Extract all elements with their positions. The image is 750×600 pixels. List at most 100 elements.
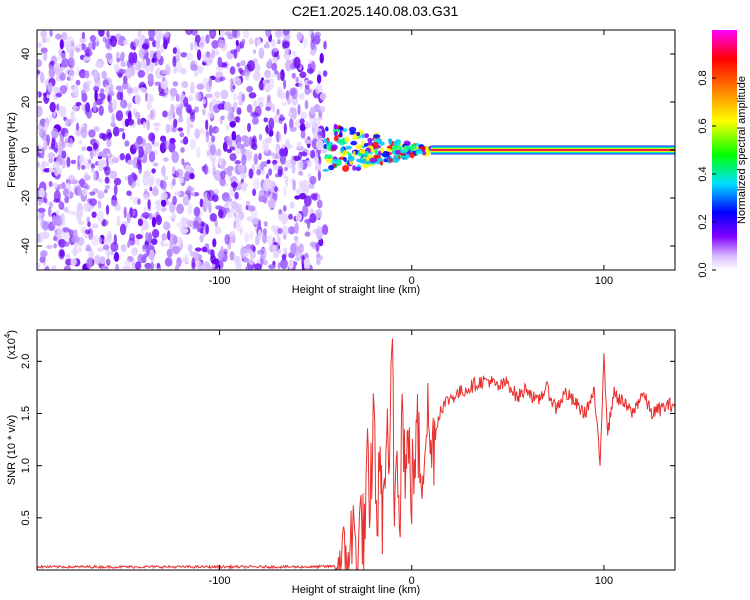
spectral-noise-blob: [272, 244, 279, 253]
spectral-noise-blob: [155, 67, 163, 79]
spectral-noise-blob: [137, 198, 141, 205]
spectral-noise-blob: [298, 192, 307, 200]
spectral-noise-blob: [146, 93, 153, 104]
spectral-noise-blob: [247, 205, 256, 212]
spectral-noise-blob: [233, 101, 238, 110]
spectral-noise-blob: [75, 43, 83, 53]
spectral-noise-blob: [233, 77, 240, 82]
spectral-transition-blob: [416, 150, 424, 155]
spectral-noise-blob: [97, 178, 103, 183]
spectral-noise-blob: [112, 157, 119, 164]
spectral-noise-blob: [315, 242, 320, 253]
spectral-noise-blob: [188, 109, 196, 115]
spectral-noise-blob: [94, 89, 98, 102]
spectral-noise-blob: [104, 176, 110, 184]
spectrogram-y-tick-label: 0: [20, 147, 32, 153]
spectral-noise-blob: [68, 174, 76, 183]
spectral-noise-blob: [141, 43, 149, 50]
spectral-noise-blob: [97, 190, 105, 200]
spectral-noise-blob: [71, 235, 80, 243]
spectral-noise-blob: [104, 84, 109, 95]
spectral-noise-blob: [271, 103, 276, 113]
spectral-noise-blob: [277, 262, 281, 269]
spectral-noise-blob: [188, 95, 193, 102]
colorbar-tick-label: 0.6: [697, 118, 709, 133]
spectral-noise-blob: [48, 157, 54, 164]
spectral-noise-blob: [205, 93, 213, 99]
spectral-noise-blob: [115, 263, 120, 270]
spectral-transition-blob: [364, 133, 369, 139]
spectral-noise-blob: [148, 36, 155, 41]
spectral-noise-blob: [300, 111, 308, 120]
spectral-noise-blob: [256, 37, 262, 46]
spectral-noise-blob: [172, 81, 179, 87]
spectral-noise-blob: [189, 172, 195, 180]
spectral-noise-blob: [273, 252, 279, 259]
spectral-noise-blob: [249, 230, 254, 240]
spectral-noise-blob: [160, 44, 165, 54]
spectral-noise-blob: [287, 96, 291, 105]
spectral-noise-blob: [217, 209, 224, 219]
spectrogram-x-tick-label: 0: [409, 275, 415, 287]
spectral-noise-blob: [276, 235, 281, 247]
spectral-noise-blob: [89, 198, 97, 206]
spectral-noise-blob: [250, 111, 258, 118]
spectral-noise-blob: [220, 89, 229, 100]
spectral-noise-blob: [83, 56, 91, 61]
spectral-noise-blob: [179, 132, 185, 138]
spectral-noise-blob: [64, 132, 69, 142]
spectral-noise-blob: [102, 218, 106, 227]
spectral-noise-blob: [176, 49, 182, 58]
spectral-noise-blob: [93, 142, 99, 150]
spectral-line-band-5: [430, 149, 675, 151]
spectral-noise-blob: [91, 211, 97, 218]
spectral-transition-blob: [388, 138, 393, 143]
snr-y-tick-label: 2.0: [20, 354, 32, 369]
spectral-noise-blob: [243, 30, 250, 39]
snr-y-tick-label: 1.5: [20, 406, 32, 421]
spectral-noise-blob: [211, 49, 216, 59]
spectral-noise-blob: [193, 70, 199, 77]
spectral-noise-blob: [104, 189, 108, 194]
spectral-noise-blob: [99, 88, 105, 95]
spectral-noise-blob: [75, 79, 81, 86]
spectral-noise-blob: [102, 244, 110, 251]
spectral-noise-blob: [79, 178, 85, 188]
spectral-noise-blob: [220, 115, 225, 121]
spectral-noise-blob: [258, 47, 265, 60]
spectral-noise-blob: [215, 149, 222, 157]
spectral-noise-blob: [61, 150, 67, 159]
spectral-noise-blob: [252, 188, 257, 197]
spectral-noise-blob: [38, 187, 45, 199]
spectral-noise-blob: [214, 219, 218, 228]
spectral-noise-blob: [283, 205, 287, 212]
spectral-noise-blob: [70, 111, 75, 119]
spectral-noise-blob: [229, 146, 236, 151]
spectral-noise-blob: [257, 96, 265, 103]
spectral-noise-blob: [60, 213, 65, 224]
spectral-noise-blob: [259, 163, 264, 171]
spectral-noise-blob: [226, 210, 235, 219]
spectral-noise-blob: [299, 118, 305, 125]
spectral-noise-blob: [322, 70, 328, 77]
spectral-noise-blob: [161, 233, 168, 241]
spectral-noise-blob: [175, 168, 184, 179]
spectral-noise-blob: [131, 247, 138, 256]
spectral-noise-blob: [238, 100, 244, 106]
spectral-noise-blob: [293, 235, 299, 242]
spectral-noise-blob: [269, 73, 278, 78]
spectral-transition-blob: [338, 126, 344, 130]
spectral-noise-blob: [191, 257, 196, 269]
colorbar: 0.0 0.2 0.4 0.6 0.8 Normalized spectral ampl…: [697, 30, 748, 278]
spectral-noise-blob: [45, 265, 50, 270]
spectral-noise-blob: [76, 65, 80, 76]
spectral-noise-blob: [56, 229, 65, 240]
spectral-noise-blob: [262, 228, 267, 235]
spectral-noise-blob: [274, 30, 283, 38]
spectral-noise-blob: [171, 151, 179, 163]
spectral-noise-blob: [277, 72, 281, 81]
spectral-noise-blob: [138, 145, 144, 158]
spectral-noise-blob: [37, 105, 43, 117]
spectral-noise-blob: [113, 177, 122, 186]
spectral-noise-blob: [274, 225, 280, 237]
